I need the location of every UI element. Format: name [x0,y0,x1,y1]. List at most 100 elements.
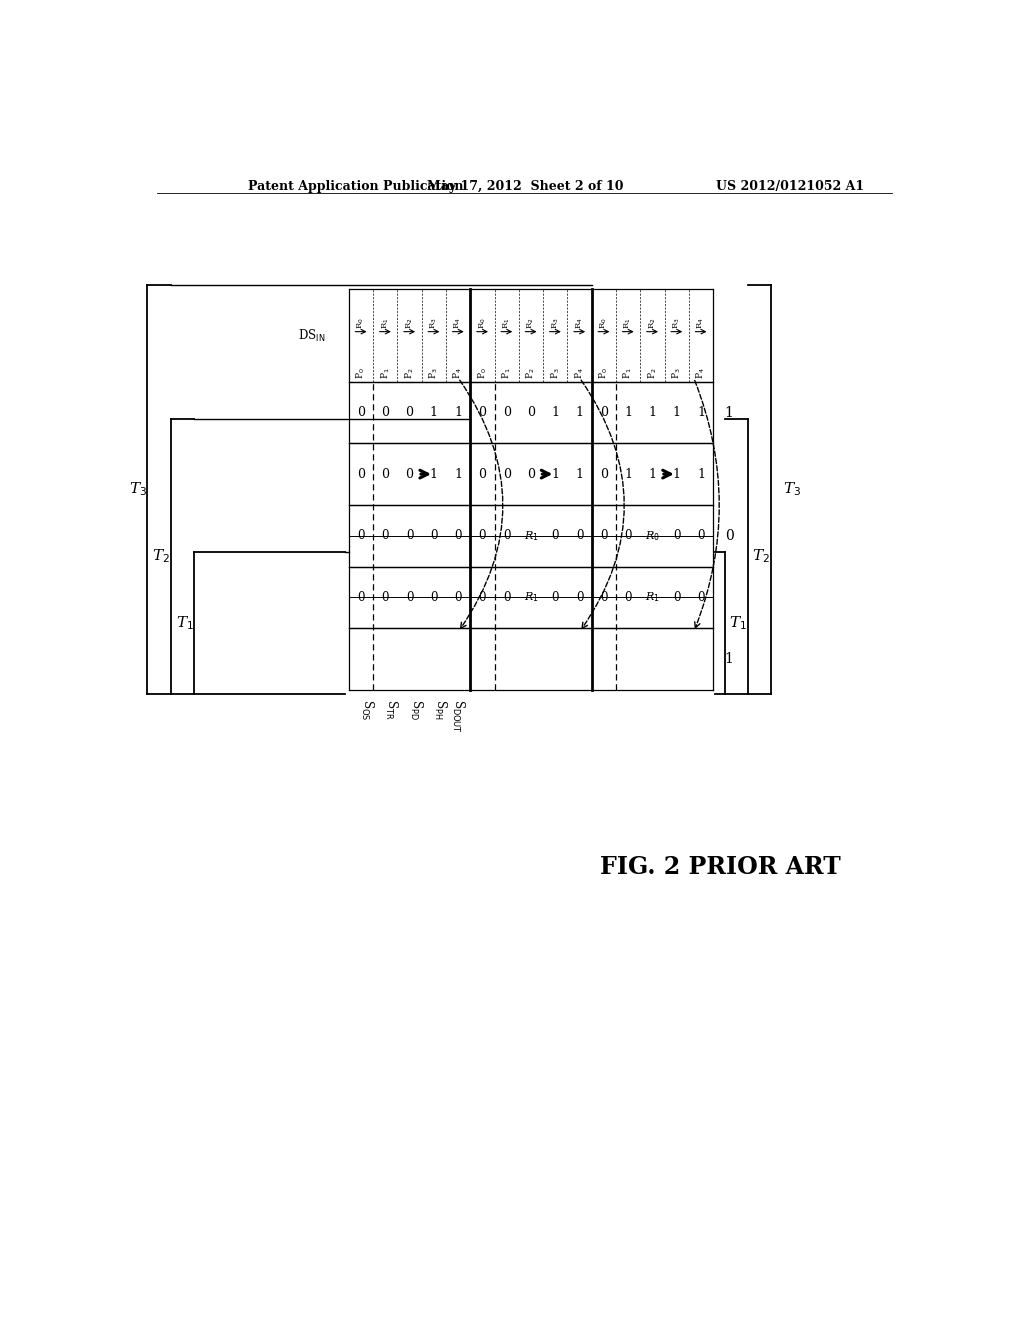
Text: R$_0$: R$_0$ [355,317,367,329]
Text: R$_1$: R$_1$ [502,317,512,329]
Text: 0: 0 [625,529,632,543]
Text: 0: 0 [697,591,705,603]
Text: P$_0$: P$_0$ [598,367,610,379]
Text: 1: 1 [551,407,559,418]
Text: 0: 0 [725,529,733,543]
Text: 0: 0 [503,591,511,603]
Text: 0: 0 [673,591,681,603]
Text: R$_0$: R$_0$ [645,529,659,543]
Text: 1: 1 [673,407,681,418]
Text: P$_1$: P$_1$ [379,367,391,379]
Text: 1: 1 [648,407,656,418]
Text: 1: 1 [455,407,462,418]
Text: 0: 0 [600,529,607,543]
Text: S$_{\rm PD}$: S$_{\rm PD}$ [408,700,424,719]
Text: 0: 0 [575,591,584,603]
Text: 0: 0 [478,591,486,603]
Text: P$_1$: P$_1$ [501,367,513,379]
Text: 1: 1 [673,467,681,480]
Text: T$_1$: T$_1$ [729,614,746,632]
Text: P$_0$: P$_0$ [354,367,368,379]
Text: R$_3$: R$_3$ [429,317,439,329]
FancyArrowPatch shape [460,380,503,628]
Text: R$_4$: R$_4$ [453,317,464,329]
Text: T$_2$: T$_2$ [752,548,770,565]
Text: 1: 1 [455,467,462,480]
Text: P$_4$: P$_4$ [573,367,586,379]
Text: 1: 1 [625,467,632,480]
Text: 1: 1 [725,652,733,665]
Text: R$_2$: R$_2$ [647,317,657,329]
Text: T$_3$: T$_3$ [783,480,801,499]
Text: May 17, 2012  Sheet 2 of 10: May 17, 2012 Sheet 2 of 10 [427,180,623,193]
Text: 0: 0 [382,591,389,603]
Text: 1: 1 [575,407,584,418]
Text: R$_3$: R$_3$ [550,317,560,329]
Text: P$_3$: P$_3$ [428,367,440,379]
FancyArrowPatch shape [582,380,625,628]
Text: 0: 0 [527,407,535,418]
Text: R$_1$: R$_1$ [523,529,539,543]
Text: P$_2$: P$_2$ [403,367,416,379]
Text: P$_2$: P$_2$ [646,367,658,379]
Text: 1: 1 [725,405,733,420]
Text: 1: 1 [625,407,632,418]
Text: P$_0$: P$_0$ [476,367,488,379]
Text: 0: 0 [600,407,608,418]
Text: 0: 0 [406,529,414,543]
Text: DS$_{\rm IN}$: DS$_{\rm IN}$ [298,327,326,343]
Text: 0: 0 [600,591,607,603]
Text: 1: 1 [430,407,438,418]
Text: 1: 1 [648,467,656,480]
Text: P$_4$: P$_4$ [694,367,708,379]
Text: 1: 1 [697,467,705,480]
Text: 1: 1 [551,467,559,480]
Text: S$_{\rm OS}$: S$_{\rm OS}$ [359,700,375,721]
Text: 0: 0 [406,467,414,480]
Text: 0: 0 [625,591,632,603]
Text: R$_2$: R$_2$ [404,317,415,329]
Text: 0: 0 [406,407,414,418]
Text: P$_3$: P$_3$ [549,367,561,379]
Text: 0: 0 [503,529,511,543]
Text: 0: 0 [552,591,559,603]
Text: S$_{\rm DOUT}$: S$_{\rm DOUT}$ [451,700,466,733]
Text: 0: 0 [673,529,681,543]
Text: S$_{\rm TR}$: S$_{\rm TR}$ [383,700,399,719]
Text: P$_1$: P$_1$ [622,367,635,379]
Text: 0: 0 [478,407,486,418]
Text: R$_1$: R$_1$ [523,590,539,605]
Text: 0: 0 [552,529,559,543]
Text: 0: 0 [697,529,705,543]
Text: S$_{\rm PH}$: S$_{\rm PH}$ [432,700,447,719]
Text: P$_3$: P$_3$ [671,367,683,379]
Text: 0: 0 [381,467,389,480]
Text: P$_2$: P$_2$ [524,367,538,379]
Text: 0: 0 [406,591,414,603]
Text: 0: 0 [357,467,365,480]
Text: 0: 0 [455,591,462,603]
Text: 0: 0 [381,407,389,418]
Text: R$_2$: R$_2$ [525,317,537,329]
Text: R$_4$: R$_4$ [695,317,707,329]
Text: 0: 0 [600,467,608,480]
Text: FIG. 2 PRIOR ART: FIG. 2 PRIOR ART [600,855,841,879]
Text: US 2012/0121052 A1: US 2012/0121052 A1 [716,180,864,193]
Text: R$_0$: R$_0$ [599,317,609,329]
Text: 0: 0 [503,407,511,418]
Text: 1: 1 [430,467,438,480]
Text: T$_2$: T$_2$ [153,548,170,565]
Text: 1: 1 [697,407,705,418]
Text: 0: 0 [455,529,462,543]
Text: 0: 0 [478,529,486,543]
Text: 0: 0 [357,591,365,603]
Text: 0: 0 [430,591,437,603]
Text: 0: 0 [527,467,535,480]
Text: 0: 0 [503,467,511,480]
Text: 0: 0 [575,529,584,543]
Text: 0: 0 [430,529,437,543]
Text: P$_4$: P$_4$ [452,367,465,379]
Text: R$_1$: R$_1$ [623,317,634,329]
Text: 0: 0 [382,529,389,543]
Text: Patent Application Publication: Patent Application Publication [248,180,464,193]
